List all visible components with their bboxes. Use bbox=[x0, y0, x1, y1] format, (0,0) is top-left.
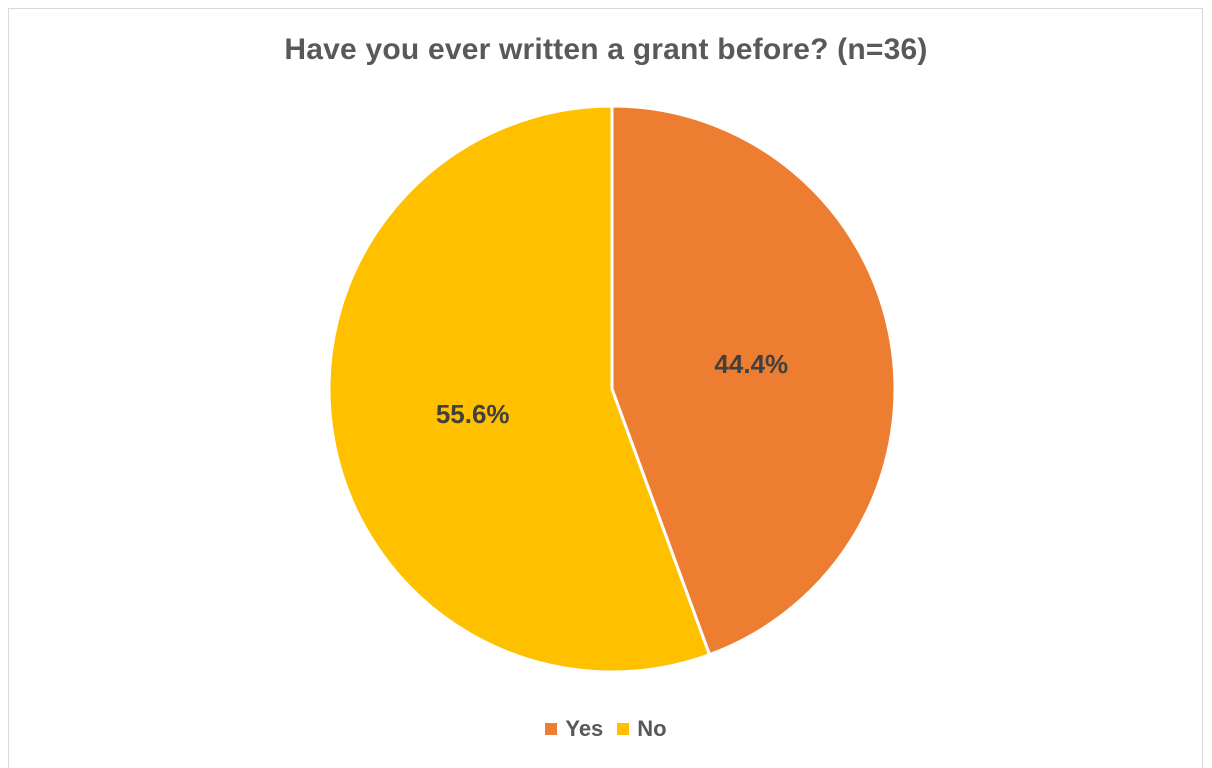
chart-legend: Yes No bbox=[0, 716, 1212, 742]
chart-title: Have you ever written a grant before? (n… bbox=[284, 33, 928, 66]
data-label-no: 55.6% bbox=[436, 399, 510, 429]
data-label-yes: 44.4% bbox=[714, 349, 788, 379]
pie-slice-no bbox=[327, 104, 712, 674]
legend-item-yes: Yes bbox=[545, 716, 603, 742]
legend-item-no: No bbox=[617, 716, 667, 742]
legend-label-yes: Yes bbox=[565, 716, 604, 741]
legend-label-no: No bbox=[637, 716, 667, 741]
legend-swatch-no bbox=[617, 723, 630, 735]
legend-swatch-yes bbox=[545, 723, 558, 735]
pie-slice-yes bbox=[610, 104, 897, 657]
